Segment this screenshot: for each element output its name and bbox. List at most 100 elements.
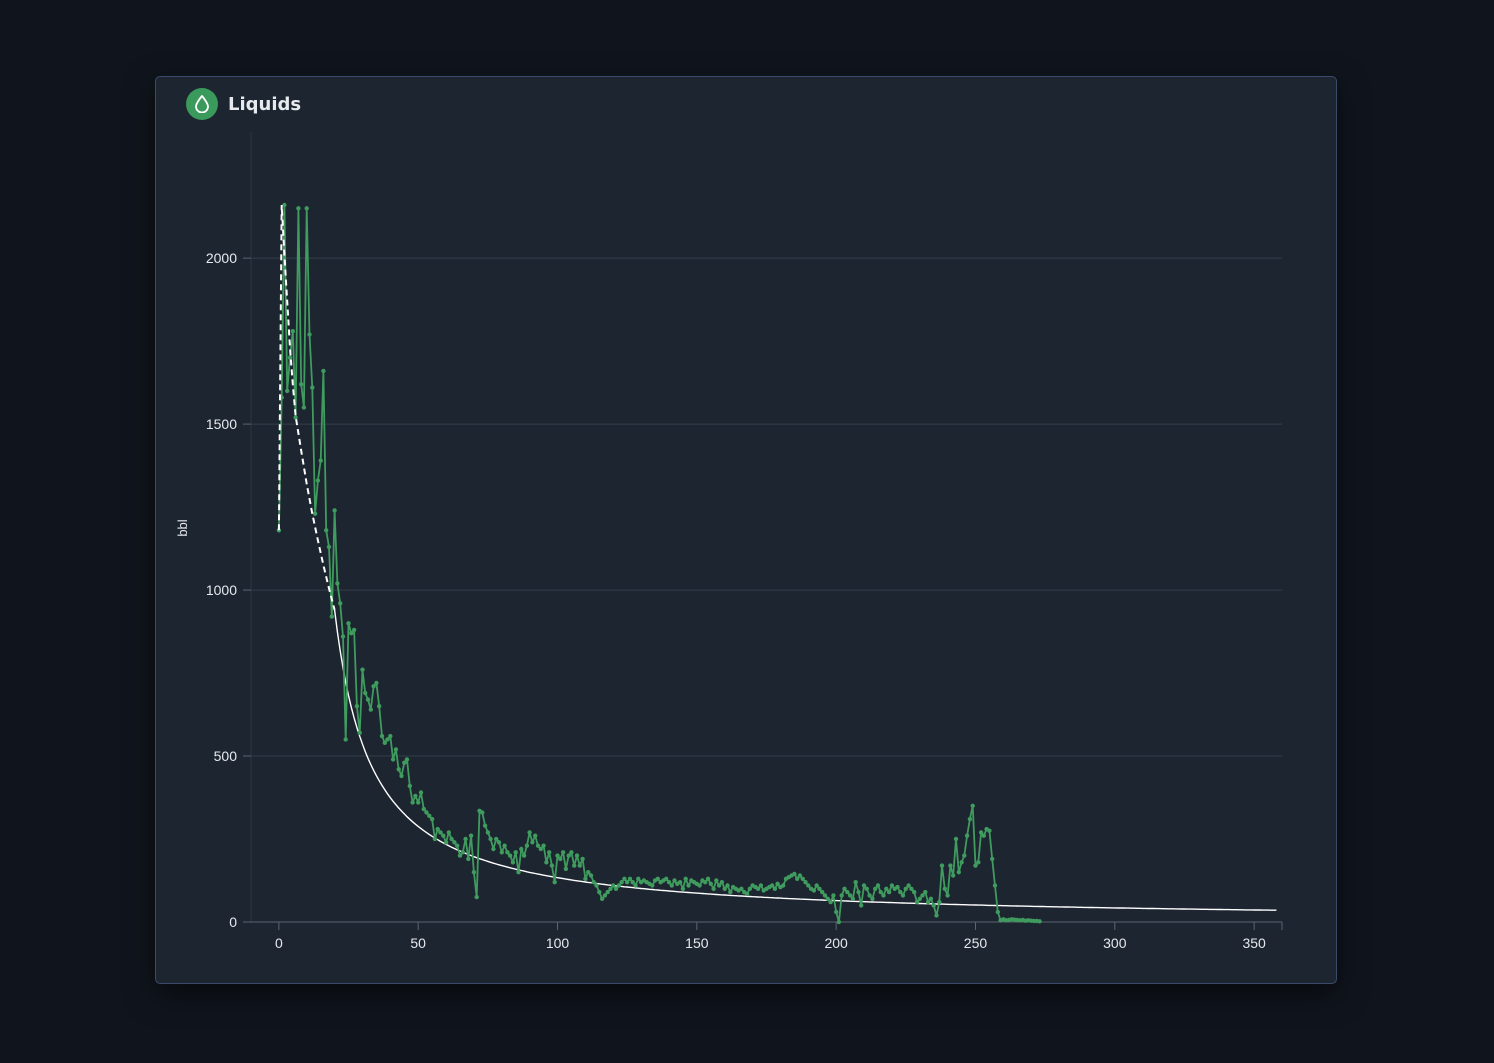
- production-point-194: [817, 886, 822, 891]
- production-point-222: [895, 884, 900, 890]
- production-point-134: [650, 883, 655, 888]
- production-point-203: [842, 886, 847, 891]
- y-tick-label-2000: 2000: [206, 250, 237, 266]
- production-point-116: [599, 896, 605, 901]
- production-point-193: [814, 883, 819, 888]
- production-point-99: [552, 880, 557, 885]
- production-point-40: [388, 733, 393, 739]
- y-tick-label-1000: 1000: [206, 582, 237, 598]
- production-point-101: [558, 856, 563, 862]
- production-point-226: [906, 883, 911, 888]
- production-point-52: [421, 806, 426, 812]
- production-point-208: [856, 889, 861, 895]
- production-point-241: [948, 863, 953, 868]
- y-tick-label-500: 500: [214, 748, 238, 764]
- production-point-189: [803, 880, 808, 885]
- production-point-154: [705, 876, 711, 881]
- production-point-151: [697, 883, 702, 888]
- production-point-213: [870, 896, 875, 901]
- production-point-127: [630, 880, 635, 885]
- production-point-63: [452, 840, 457, 845]
- production-point-126: [627, 876, 633, 881]
- production-point-139: [664, 876, 669, 881]
- production-point-188: [800, 876, 805, 881]
- production-point-198: [828, 899, 833, 905]
- production-point-196: [822, 893, 828, 898]
- production-point-8: [299, 382, 304, 387]
- production-point-35: [374, 680, 379, 686]
- production-point-58: [438, 830, 443, 835]
- liquids-chart: 0 500 1000 1500 2000 0 50 100 150 200 250 300 350 b…: [175, 132, 1283, 951]
- production-point-207: [853, 880, 858, 885]
- production-point-81: [502, 843, 507, 848]
- production-point-97: [547, 850, 552, 855]
- production-point-218: [884, 886, 889, 891]
- production-point-109: [580, 856, 585, 862]
- gridlines: [251, 257, 1282, 923]
- production-point-212: [867, 893, 872, 898]
- production-point-94: [538, 846, 543, 852]
- production-point-42: [393, 747, 399, 752]
- production-point-6: [293, 415, 298, 420]
- production-point-86: [516, 870, 521, 875]
- production-point-227: [909, 886, 914, 891]
- production-point-47: [407, 783, 412, 789]
- production-point-46: [404, 757, 410, 762]
- production-point-158: [716, 883, 722, 888]
- production-point-13: [312, 511, 318, 516]
- production-point-249: [970, 803, 975, 808]
- production-point-19: [329, 614, 334, 619]
- production-point-44: [399, 773, 404, 779]
- production-point-82: [505, 850, 510, 855]
- production-point-68: [466, 856, 471, 862]
- fit-curve-line: [333, 609, 1277, 911]
- production-point-179: [775, 881, 780, 886]
- production-point-123: [619, 880, 624, 885]
- production-point-240: [945, 893, 950, 898]
- production-point-76: [488, 836, 493, 842]
- production-point-83: [507, 853, 513, 858]
- production-point-156: [711, 886, 716, 891]
- production-point-107: [574, 853, 580, 858]
- production-point-37: [379, 733, 385, 739]
- production-point-55: [429, 816, 435, 822]
- production-point-205: [847, 893, 853, 898]
- production-point-206: [850, 896, 856, 901]
- production-point-96: [544, 860, 549, 865]
- production-point-242: [951, 873, 956, 878]
- production-point-53: [424, 810, 429, 815]
- production-point-66: [460, 850, 465, 855]
- production-point-185: [792, 871, 797, 877]
- production-point-120: [611, 883, 616, 888]
- production-point-21: [335, 581, 340, 586]
- production-point-79: [496, 840, 502, 845]
- production-point-33: [368, 707, 373, 712]
- production-point-186: [795, 876, 800, 881]
- production-point-211: [864, 886, 869, 891]
- production-point-178: [772, 886, 778, 891]
- production-point-85: [513, 850, 518, 855]
- production-point-15: [318, 458, 323, 463]
- production-point-245: [959, 860, 964, 865]
- production-point-229: [914, 899, 920, 905]
- production-point-111: [586, 870, 591, 875]
- production-point-197: [825, 896, 830, 901]
- production-point-75: [485, 830, 491, 835]
- production-point-199: [831, 893, 836, 898]
- x-tick-label-150: 150: [685, 935, 709, 951]
- production-point-18: [326, 544, 332, 550]
- production-point-5: [290, 329, 295, 334]
- card-title: Liquids: [228, 93, 302, 115]
- production-point-236: [934, 913, 939, 918]
- production-point-251: [976, 860, 981, 865]
- production-point-48: [410, 800, 415, 805]
- production-point-103: [563, 866, 569, 872]
- production-point-118: [605, 889, 610, 895]
- production-point-11: [307, 332, 312, 337]
- production-point-67: [463, 836, 468, 842]
- production-point-65: [457, 853, 463, 858]
- production-point-215: [875, 883, 881, 888]
- production-point-9: [301, 405, 307, 410]
- production-point-238: [939, 863, 945, 868]
- production-point-28: [354, 704, 360, 709]
